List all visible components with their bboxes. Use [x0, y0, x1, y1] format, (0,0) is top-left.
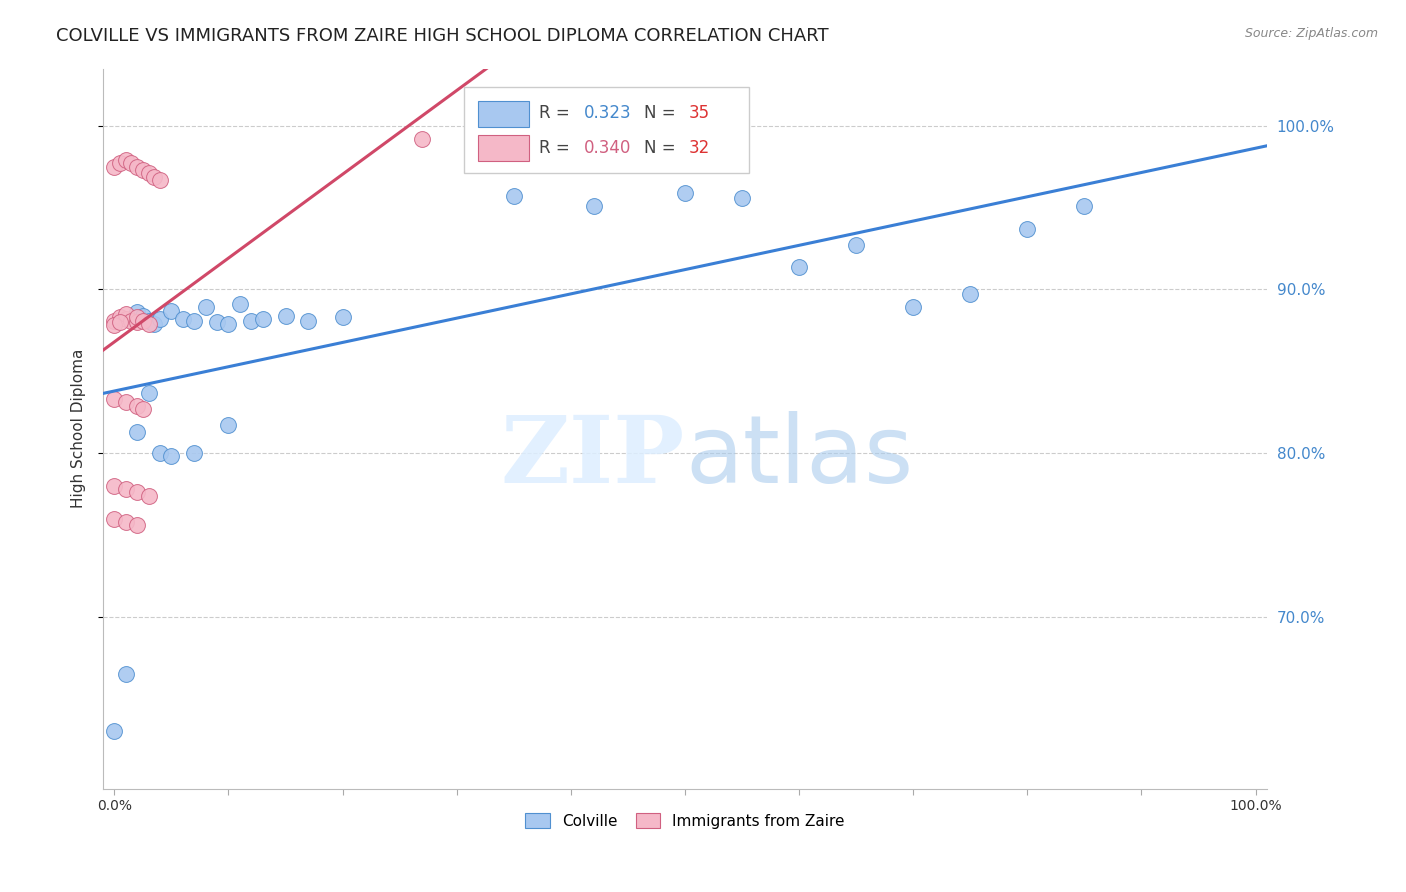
Point	[332, 310, 354, 325]
Point	[217, 317, 239, 331]
Text: COLVILLE VS IMMIGRANTS FROM ZAIRE HIGH SCHOOL DIPLOMA CORRELATION CHART: COLVILLE VS IMMIGRANTS FROM ZAIRE HIGH S…	[56, 27, 830, 45]
Point	[138, 385, 160, 400]
Point	[103, 511, 125, 525]
Point	[1017, 222, 1039, 236]
Point	[132, 163, 155, 178]
Point	[127, 425, 149, 439]
Point	[132, 309, 155, 323]
Point	[160, 450, 183, 464]
Point	[103, 313, 125, 327]
Text: N =: N =	[644, 139, 681, 157]
Point	[103, 318, 125, 333]
Point	[582, 199, 605, 213]
FancyBboxPatch shape	[464, 87, 749, 173]
Point	[903, 301, 925, 315]
Point	[127, 160, 149, 174]
Point	[149, 311, 172, 326]
Point	[127, 485, 149, 500]
Point	[127, 315, 149, 329]
Point	[1073, 199, 1095, 213]
Point	[103, 479, 125, 493]
Text: R =: R =	[540, 104, 575, 122]
Point	[114, 153, 136, 168]
Point	[411, 132, 433, 146]
Point	[731, 191, 754, 205]
Point	[120, 313, 142, 327]
Text: ZIP: ZIP	[501, 412, 685, 502]
Point	[194, 301, 217, 315]
Point	[149, 173, 172, 187]
Point	[138, 313, 160, 327]
Point	[143, 169, 166, 184]
Point	[217, 418, 239, 433]
Point	[120, 156, 142, 170]
Point	[127, 399, 149, 413]
Point	[138, 489, 160, 503]
Point	[240, 313, 263, 327]
Point	[149, 446, 172, 460]
Point	[183, 446, 205, 460]
Point	[297, 313, 319, 327]
Point	[114, 667, 136, 681]
Point	[127, 310, 149, 325]
Text: 0.323: 0.323	[583, 104, 631, 122]
Point	[138, 166, 160, 180]
Point	[114, 395, 136, 409]
Point	[138, 317, 160, 331]
Y-axis label: High School Diploma: High School Diploma	[72, 349, 86, 508]
Point	[160, 303, 183, 318]
Point	[108, 156, 131, 170]
Point	[114, 515, 136, 529]
Point	[229, 297, 252, 311]
Point	[103, 160, 125, 174]
Text: 32: 32	[689, 139, 710, 157]
FancyBboxPatch shape	[478, 101, 529, 127]
Point	[673, 186, 696, 200]
Point	[114, 482, 136, 496]
FancyBboxPatch shape	[478, 136, 529, 161]
Point	[132, 401, 155, 416]
Point	[787, 260, 810, 274]
Point	[108, 310, 131, 325]
Point	[132, 313, 155, 327]
Point	[502, 189, 524, 203]
Point	[114, 307, 136, 321]
Point	[108, 315, 131, 329]
Text: R =: R =	[540, 139, 575, 157]
Point	[845, 238, 868, 252]
Point	[103, 392, 125, 406]
Point	[183, 313, 205, 327]
Point	[127, 305, 149, 319]
Text: atlas: atlas	[685, 411, 914, 503]
Text: 35: 35	[689, 104, 710, 122]
Point	[103, 724, 125, 739]
Point	[959, 287, 981, 301]
Point	[252, 311, 274, 326]
Point	[205, 315, 228, 329]
Point	[114, 311, 136, 326]
Text: Source: ZipAtlas.com: Source: ZipAtlas.com	[1244, 27, 1378, 40]
Point	[274, 309, 297, 323]
Point	[143, 317, 166, 331]
Text: N =: N =	[644, 104, 681, 122]
Point	[127, 518, 149, 533]
Point	[172, 311, 194, 326]
Text: 0.340: 0.340	[583, 139, 631, 157]
Legend: Colville, Immigrants from Zaire: Colville, Immigrants from Zaire	[519, 807, 851, 835]
